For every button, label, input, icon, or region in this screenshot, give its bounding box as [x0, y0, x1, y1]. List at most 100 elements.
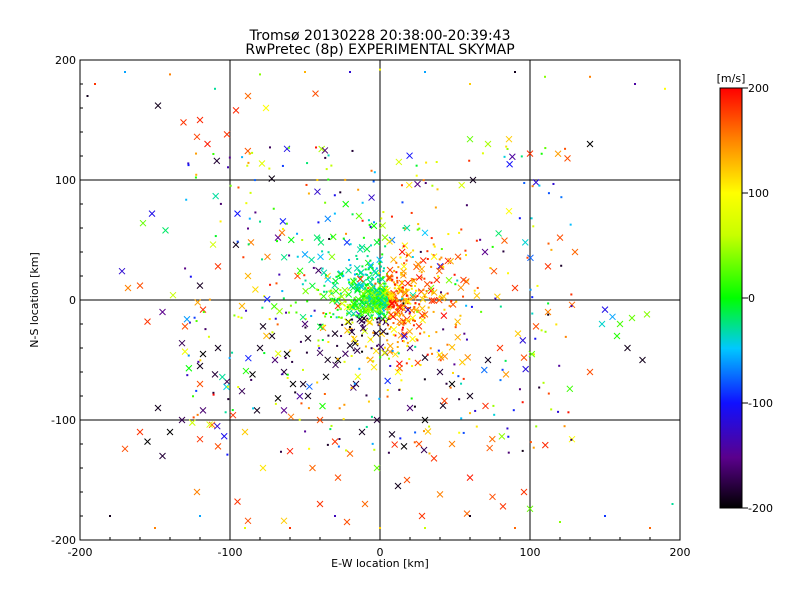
data-point	[294, 301, 297, 304]
data-point	[544, 263, 552, 270]
data-point	[361, 324, 364, 327]
data-point	[351, 318, 354, 321]
data-point	[405, 251, 412, 259]
data-point	[244, 272, 252, 280]
data-point	[379, 328, 387, 335]
data-point	[248, 217, 251, 220]
data-point	[338, 296, 341, 299]
data-point	[426, 353, 429, 356]
data-point	[367, 287, 370, 290]
data-point	[527, 254, 534, 262]
data-point	[362, 236, 365, 239]
data-point	[343, 239, 351, 246]
data-point	[226, 385, 229, 388]
data-point	[371, 267, 374, 270]
data-point	[392, 350, 399, 358]
data-point	[417, 223, 420, 226]
data-point	[322, 324, 325, 327]
data-point	[238, 387, 246, 395]
data-point	[351, 329, 354, 332]
data-point	[322, 373, 330, 381]
data-point	[437, 263, 445, 270]
data-point	[376, 305, 384, 313]
data-point	[228, 156, 231, 159]
data-point	[466, 392, 474, 400]
data-point	[381, 349, 388, 357]
data-point	[664, 87, 666, 90]
data-point	[559, 521, 561, 523]
data-point	[459, 257, 462, 260]
data-point	[340, 335, 343, 338]
data-point	[399, 304, 402, 307]
data-point	[301, 251, 309, 258]
data-point	[354, 373, 362, 381]
data-point	[199, 515, 201, 517]
data-point	[302, 368, 305, 371]
data-point	[252, 286, 259, 293]
data-point	[643, 311, 651, 318]
data-point	[343, 360, 346, 363]
data-point	[214, 235, 217, 238]
data-point	[366, 320, 369, 323]
data-point	[383, 346, 386, 349]
data-point	[423, 314, 426, 317]
data-point	[229, 411, 237, 419]
data-point	[347, 278, 350, 281]
data-point	[350, 300, 353, 303]
data-point	[398, 248, 406, 256]
data-point	[345, 232, 348, 235]
data-point	[307, 192, 310, 195]
data-point	[356, 246, 364, 253]
data-point	[404, 306, 412, 314]
data-point	[531, 312, 534, 315]
data-point	[390, 215, 393, 218]
data-point	[439, 359, 442, 362]
data-point	[350, 300, 358, 308]
data-point	[261, 258, 264, 261]
data-point	[250, 378, 253, 381]
data-point	[136, 282, 144, 289]
data-point	[379, 311, 382, 314]
data-point	[441, 352, 449, 360]
data-point	[432, 310, 435, 313]
data-point	[263, 295, 271, 303]
data-point	[295, 311, 298, 314]
data-point	[521, 239, 529, 246]
data-point	[421, 291, 428, 299]
data-point	[199, 306, 207, 313]
data-point	[298, 418, 301, 421]
data-point	[254, 211, 257, 214]
data-point	[262, 104, 270, 112]
data-point	[361, 500, 369, 508]
data-point	[377, 238, 380, 241]
data-point	[373, 332, 376, 335]
data-point	[505, 135, 513, 143]
data-point	[405, 289, 408, 292]
data-point	[469, 83, 471, 85]
data-point	[387, 306, 390, 309]
data-point	[296, 267, 304, 275]
data-point	[405, 288, 408, 291]
points-layer	[86, 68, 674, 529]
data-point	[418, 512, 426, 520]
data-point	[385, 320, 388, 323]
data-point	[351, 321, 354, 324]
data-point	[279, 217, 287, 225]
data-point	[388, 315, 391, 318]
data-point	[346, 303, 354, 311]
data-point	[377, 343, 385, 351]
data-point	[604, 515, 606, 517]
data-point	[547, 313, 550, 316]
data-point	[333, 300, 336, 303]
data-point	[446, 343, 449, 346]
data-point	[388, 311, 391, 314]
data-point	[388, 431, 396, 438]
data-point	[240, 316, 243, 319]
data-point	[428, 452, 431, 455]
data-point	[331, 438, 339, 445]
data-point	[373, 221, 376, 224]
colorbar-tick-label: -100	[748, 397, 773, 410]
data-point	[332, 313, 335, 316]
data-point	[438, 298, 441, 301]
data-point	[430, 253, 438, 260]
